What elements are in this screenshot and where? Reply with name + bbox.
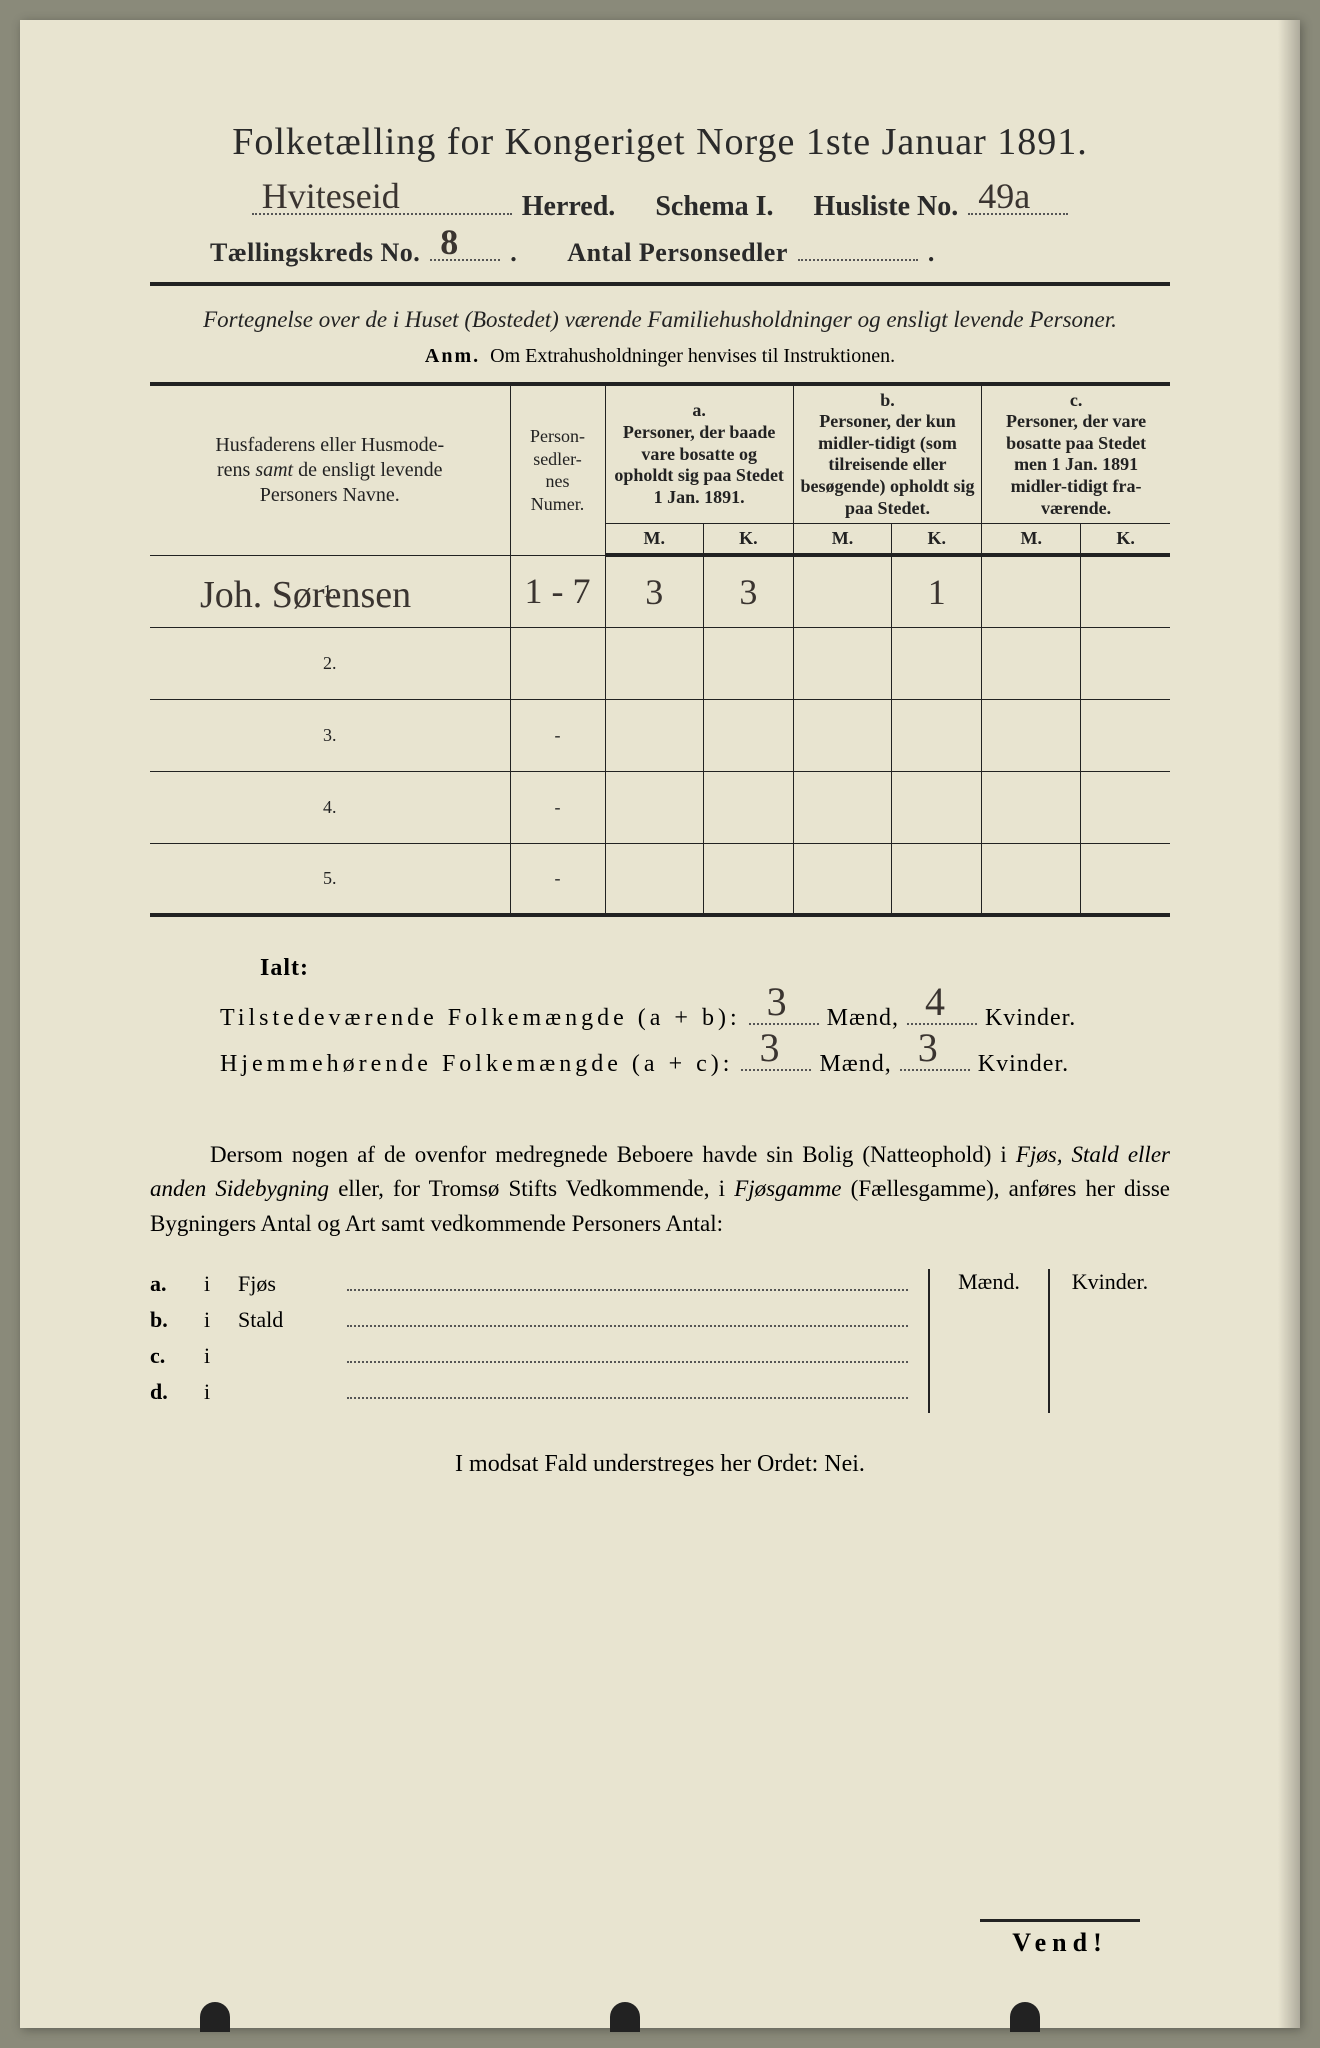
kreds-handwritten: 8 xyxy=(440,221,459,263)
husliste-handwritten: 49a xyxy=(978,175,1030,217)
table-row: 2. xyxy=(150,627,1170,699)
header-row-2: Tællingskreds No. 8 . Antal Personsedler… xyxy=(150,233,1170,269)
cell-value: 3 xyxy=(739,572,757,612)
side-row: c. i xyxy=(150,1341,908,1369)
mk-header: M. xyxy=(605,524,703,556)
subtitle: Fortegnelse over de i Huset (Bostedet) v… xyxy=(150,304,1170,336)
total-value: 3 xyxy=(759,1024,780,1071)
table-row: 3. - xyxy=(150,699,1170,771)
side-i: i xyxy=(204,1343,224,1369)
total-line-resident: Hjemmehørende Folkemængde (a + c): 3 Mæn… xyxy=(220,1042,1170,1078)
table-row: 4. - xyxy=(150,771,1170,843)
husliste-label: Husliste No. xyxy=(814,191,959,223)
totals-block: Ialt: Tilstedeværende Folkemængde (a + b… xyxy=(150,955,1170,1078)
paragraph: Dersom nogen af de ovenfor medregnede Be… xyxy=(150,1138,1170,1242)
page-title: Folketælling for Kongeriget Norge 1ste J… xyxy=(150,120,1170,164)
col-a-label: a. xyxy=(692,400,706,420)
col2-head: Person-sedler-nesNumer. xyxy=(530,426,585,514)
page-tear xyxy=(200,2002,230,2032)
schema-label: Schema I. xyxy=(655,191,773,223)
kreds-label: Tællingskreds No. xyxy=(210,238,420,268)
col-b-label: b. xyxy=(880,390,895,410)
cell-value: - xyxy=(555,725,561,745)
cell-value: - xyxy=(555,797,561,817)
mk-header: M. xyxy=(793,524,891,556)
maend-label: Mænd, xyxy=(819,1051,891,1078)
dotted-line xyxy=(347,1269,908,1291)
side-lab: d. xyxy=(150,1379,190,1405)
mk-header: K. xyxy=(1081,524,1170,556)
row-num: 5. xyxy=(323,868,337,888)
mk-header: K. xyxy=(703,524,793,556)
page-edge-shadow xyxy=(1278,20,1300,2028)
maend-col: Mænd. xyxy=(930,1269,1050,1413)
kvinder-label: Kvinder. xyxy=(985,1005,1076,1032)
herred-handwritten: Hviteseid xyxy=(262,175,400,217)
header-row-1: Hviteseid Herred. Schema I. Husliste No.… xyxy=(150,184,1170,223)
cell-value: 3 xyxy=(645,572,663,612)
dotted-line xyxy=(347,1305,908,1327)
table-row: 5. - xyxy=(150,843,1170,915)
row-num: 4. xyxy=(323,797,337,817)
divider xyxy=(150,282,1170,286)
side-building-list: a. i Fjøs b. i Stald c. i d. i xyxy=(150,1269,1170,1413)
page-tear xyxy=(610,2002,640,2032)
vend-label: Vend! xyxy=(980,1919,1140,1958)
mk-header: M. xyxy=(982,524,1081,556)
side-i: i xyxy=(204,1271,224,1297)
side-row: b. i Stald xyxy=(150,1305,908,1333)
side-i: i xyxy=(204,1379,224,1405)
maend-label: Mænd, xyxy=(827,1005,899,1032)
anm-note: Anm. Om Extrahusholdninger henvises til … xyxy=(150,345,1170,368)
main-table: Husfaderens eller Husmode-rens samt de e… xyxy=(150,382,1170,918)
mk-header: K. xyxy=(892,524,982,556)
kvinder-col: Kvinder. xyxy=(1050,1269,1170,1413)
col-c-head: Personer, der vare bosatte paa Stedet me… xyxy=(1006,411,1146,517)
cell-value: 1 - 7 xyxy=(525,571,591,611)
mk-columns: Mænd. Kvinder. xyxy=(928,1269,1170,1413)
side-lab: b. xyxy=(150,1307,190,1333)
col-a-head: Personer, der baade vare bosatte og opho… xyxy=(614,422,784,507)
census-form-page: Folketælling for Kongeriget Norge 1ste J… xyxy=(20,20,1300,2028)
total-line-present: Tilstedeværende Folkemængde (a + b): 3 M… xyxy=(220,996,1170,1032)
col1-head: Husfaderens eller Husmode-rens samt de e… xyxy=(215,434,444,506)
ialt-label: Ialt: xyxy=(260,955,1170,982)
col-c-label: c. xyxy=(1070,390,1083,410)
side-row: d. i xyxy=(150,1377,908,1405)
cell-value: 1 xyxy=(928,572,946,612)
row-num: 3. xyxy=(323,725,337,745)
cell-value: - xyxy=(555,868,561,888)
total-label: Tilstedeværende Folkemængde (a + b): xyxy=(220,1005,741,1032)
herred-label: Herred. xyxy=(522,191,616,223)
page-tear xyxy=(1010,2002,1040,2032)
kvinder-label: Kvinder. xyxy=(978,1051,1069,1078)
total-value: 3 xyxy=(918,1024,939,1071)
side-row: a. i Fjøs xyxy=(150,1269,908,1297)
foot-line: I modsat Fald understreges her Ordet: Ne… xyxy=(150,1451,1170,1478)
dotted-line xyxy=(347,1341,908,1363)
side-lab: a. xyxy=(150,1271,190,1297)
col-b-head: Personer, der kun midler-tidigt (som til… xyxy=(800,411,974,517)
side-word: Stald xyxy=(238,1307,333,1333)
dotted-line xyxy=(347,1377,908,1399)
total-value: 4 xyxy=(925,978,946,1025)
antal-label: Antal Personsedler xyxy=(567,238,788,268)
side-lab: c. xyxy=(150,1343,190,1369)
table-row: 1. Joh. Sørensen 1 - 7 3 3 1 xyxy=(150,555,1170,627)
total-value: 3 xyxy=(767,978,788,1025)
side-i: i xyxy=(204,1307,224,1333)
side-word: Fjøs xyxy=(238,1271,333,1297)
row-num: 2. xyxy=(323,653,337,673)
total-label: Hjemmehørende Folkemængde (a + c): xyxy=(220,1051,733,1078)
name-handwritten: Joh. Sørensen xyxy=(200,573,411,617)
